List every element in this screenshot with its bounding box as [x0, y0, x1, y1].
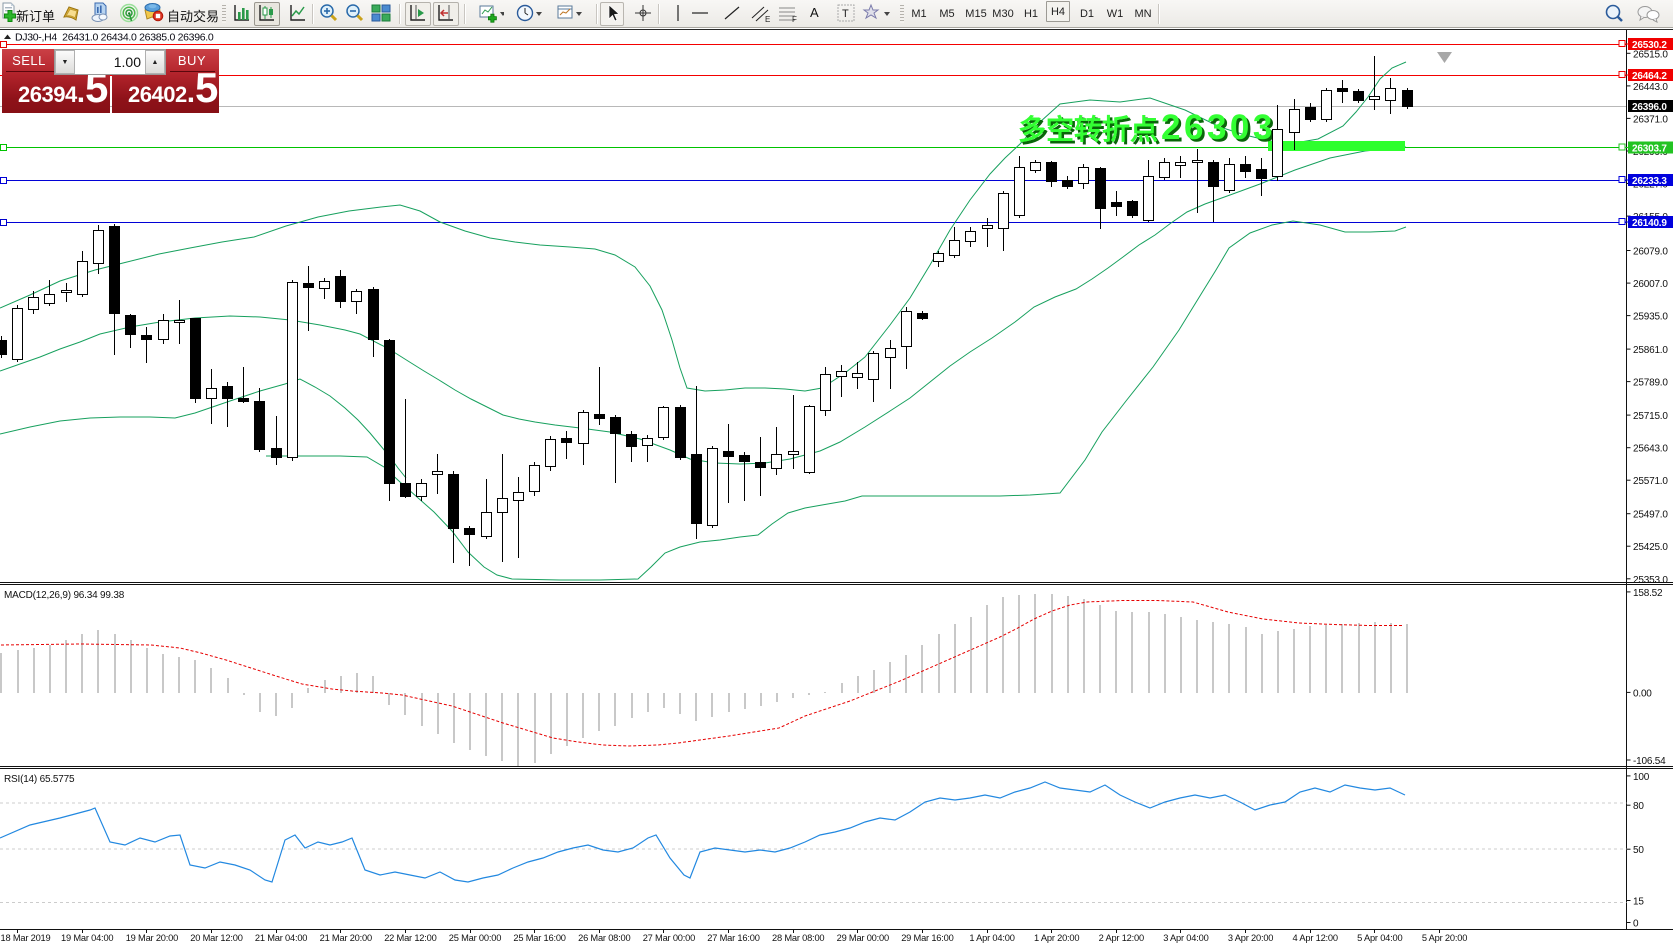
svg-text:29 Mar 16:00: 29 Mar 16:00	[901, 933, 953, 943]
svg-text:25353.0: 25353.0	[1633, 575, 1668, 586]
svg-text:4 Apr 12:00: 4 Apr 12:00	[1293, 933, 1338, 943]
svg-text:25861.0: 25861.0	[1633, 345, 1668, 356]
svg-text:26007.0: 26007.0	[1633, 279, 1668, 290]
svg-text:21 Mar 04:00: 21 Mar 04:00	[255, 933, 307, 943]
svg-text:28 Mar 08:00: 28 Mar 08:00	[772, 933, 824, 943]
svg-text:80: 80	[1633, 801, 1644, 812]
svg-text:21 Mar 20:00: 21 Mar 20:00	[320, 933, 372, 943]
svg-text:26464.2: 26464.2	[1632, 71, 1667, 82]
svg-text:0.00: 0.00	[1633, 688, 1652, 699]
svg-text:25497.0: 25497.0	[1633, 510, 1668, 521]
svg-text:26396.0: 26396.0	[1632, 102, 1667, 113]
svg-text:3 Apr 04:00: 3 Apr 04:00	[1163, 933, 1208, 943]
svg-text:25935.0: 25935.0	[1633, 312, 1668, 323]
svg-text:多空转折点26303: 多空转折点26303	[1021, 111, 1279, 150]
svg-text:5 Apr 04:00: 5 Apr 04:00	[1357, 933, 1402, 943]
svg-text:22 Mar 12:00: 22 Mar 12:00	[384, 933, 436, 943]
svg-text:1 Apr 20:00: 1 Apr 20:00	[1034, 933, 1079, 943]
svg-text:25789.0: 25789.0	[1633, 378, 1668, 389]
svg-text:F: F	[792, 15, 797, 24]
svg-text:2 Apr 12:00: 2 Apr 12:00	[1099, 933, 1144, 943]
svg-text:26515.0: 26515.0	[1633, 49, 1668, 60]
svg-text:RSI(14) 65.5775: RSI(14) 65.5775	[4, 774, 75, 785]
svg-text:19 Mar 20:00: 19 Mar 20:00	[126, 933, 178, 943]
svg-text:27 Mar 00:00: 27 Mar 00:00	[643, 933, 695, 943]
svg-text:25425.0: 25425.0	[1633, 542, 1668, 553]
svg-text:158.52: 158.52	[1633, 588, 1663, 599]
svg-text:18 Mar 2019: 18 Mar 2019	[1, 933, 51, 943]
svg-text:26233.3: 26233.3	[1632, 176, 1667, 187]
svg-text:-106.54: -106.54	[1633, 756, 1666, 767]
svg-text:多空转折点26303: 多空转折点26303	[1018, 108, 1276, 147]
svg-text:20 Mar 12:00: 20 Mar 12:00	[190, 933, 242, 943]
svg-text:MACD(12,26,9) 96.34 99.38: MACD(12,26,9) 96.34 99.38	[4, 590, 125, 601]
svg-text:E: E	[765, 15, 770, 24]
svg-text:26 Mar 08:00: 26 Mar 08:00	[578, 933, 630, 943]
svg-text:0: 0	[1633, 919, 1639, 930]
svg-text:26140.9: 26140.9	[1632, 218, 1667, 229]
svg-text:26443.0: 26443.0	[1633, 82, 1668, 93]
svg-text:29 Mar 00:00: 29 Mar 00:00	[837, 933, 889, 943]
svg-text:25643.0: 25643.0	[1633, 444, 1668, 455]
svg-text:50: 50	[1633, 845, 1644, 856]
svg-text:5 Apr 20:00: 5 Apr 20:00	[1422, 933, 1467, 943]
svg-text:26371.0: 26371.0	[1633, 114, 1668, 125]
svg-text:25571.0: 25571.0	[1633, 476, 1668, 487]
svg-text:100: 100	[1633, 772, 1650, 783]
svg-text:25715.0: 25715.0	[1633, 411, 1668, 422]
svg-text:1 Apr 04:00: 1 Apr 04:00	[969, 933, 1014, 943]
svg-text:27 Mar 16:00: 27 Mar 16:00	[707, 933, 759, 943]
svg-text:26530.2: 26530.2	[1632, 40, 1667, 51]
svg-text:26079.0: 26079.0	[1633, 247, 1668, 258]
svg-text:DJ30-,H4 26431.0 26434.0 2638: DJ30-,H4 26431.0 26434.0 26385.0 26396.0	[15, 32, 214, 44]
svg-text:19 Mar 04:00: 19 Mar 04:00	[61, 933, 113, 943]
svg-text:25 Mar 16:00: 25 Mar 16:00	[513, 933, 565, 943]
svg-text:T: T	[842, 8, 849, 20]
svg-text:15: 15	[1633, 897, 1644, 908]
svg-text:26303.7: 26303.7	[1632, 144, 1667, 155]
svg-text:25 Mar 00:00: 25 Mar 00:00	[449, 933, 501, 943]
svg-text:3 Apr 20:00: 3 Apr 20:00	[1228, 933, 1273, 943]
